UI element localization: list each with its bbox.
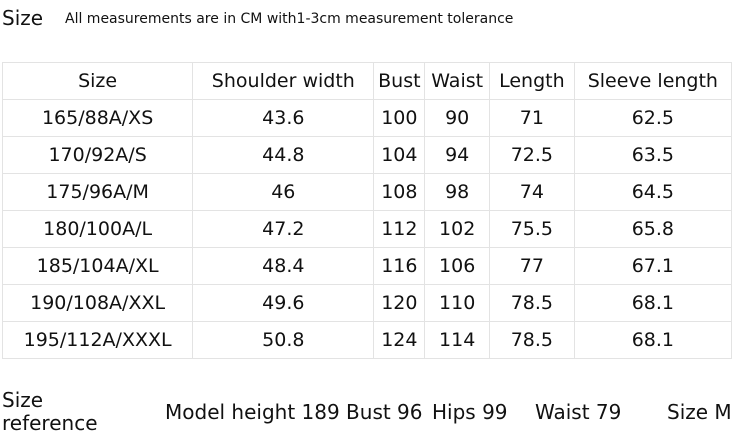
table-row: 190/108A/XXL 49.6 120 110 78.5 68.1 [1, 284, 732, 322]
note: All measurements are in CM with1-3cm mea… [65, 11, 514, 27]
cell: 100 [373, 99, 426, 137]
cell: 120 [373, 284, 426, 322]
cell: 74 [489, 173, 575, 211]
header-row: Size Shoulder width Bust Waist Length Sleeve … [1, 62, 732, 100]
title: Size [2, 6, 44, 30]
cell: 47.2 [192, 210, 375, 248]
cell: 68.1 [573, 284, 732, 322]
cell: 110 [424, 284, 491, 322]
cell: 64.5 [573, 173, 732, 211]
cell: 49.6 [192, 284, 375, 322]
cell: 165/88A/XS [1, 99, 194, 137]
column-header: Length [489, 62, 575, 100]
cell: 77 [489, 247, 575, 285]
cell: 108 [373, 173, 426, 211]
cell: 68.1 [573, 321, 732, 359]
cell: 94 [424, 136, 491, 174]
cell: 104 [373, 136, 426, 174]
column-header: Size [1, 62, 194, 100]
cell: 78.5 [489, 321, 575, 359]
cell: 98 [424, 173, 491, 211]
footer-item: Hips 99 [432, 400, 508, 424]
table-row: 170/92A/S 44.8 104 94 72.5 63.5 [1, 136, 732, 174]
cell: 72.5 [489, 136, 575, 174]
cell: 190/108A/XXL [1, 284, 194, 322]
footer-label: reference [2, 411, 98, 435]
cell: 90 [424, 99, 491, 137]
table-row: 165/88A/XS 43.6 100 90 71 62.5 [1, 99, 732, 137]
cell: 44.8 [192, 136, 375, 174]
cell: 75.5 [489, 210, 575, 248]
cell: 65.8 [573, 210, 732, 248]
cell: 175/96A/M [1, 173, 194, 211]
cell: 106 [424, 247, 491, 285]
cell: 102 [424, 210, 491, 248]
table-row: 195/112A/XXXL 50.8 124 114 78.5 68.1 [1, 321, 732, 359]
cell: 43.6 [192, 99, 375, 137]
cell: 46 [192, 173, 375, 211]
table-row: 175/96A/M 46 108 98 74 64.5 [1, 173, 732, 211]
table-row: 180/100A/L 47.2 112 102 75.5 65.8 [1, 210, 732, 248]
table-row: 185/104A/XL 48.4 116 106 77 67.1 [1, 247, 732, 285]
cell: 112 [373, 210, 426, 248]
cell: 78.5 [489, 284, 575, 322]
cell: 124 [373, 321, 426, 359]
cell: 170/92A/S [1, 136, 194, 174]
cell: 71 [489, 99, 575, 137]
column-header: Shoulder width [192, 62, 375, 100]
cell: 185/104A/XL [1, 247, 194, 285]
column-header: Waist [424, 62, 491, 100]
cell: 48.4 [192, 247, 375, 285]
footer-item: Model height 189 Bust 96 [165, 400, 423, 424]
column-header: Sleeve length [573, 62, 732, 100]
cell: 116 [373, 247, 426, 285]
cell: 50.8 [192, 321, 375, 359]
footer-label: Size [2, 388, 44, 412]
size-table: Size Shoulder width Bust Waist Length Sleeve … [1, 62, 732, 359]
cell: 62.5 [573, 99, 732, 137]
footer-item: Size M [667, 400, 732, 424]
column-header: Bust [373, 62, 426, 100]
cell: 195/112A/XXXL [1, 321, 194, 359]
cell: 63.5 [573, 136, 732, 174]
cell: 67.1 [573, 247, 732, 285]
footer-item: Waist 79 [535, 400, 622, 424]
cell: 114 [424, 321, 491, 359]
cell: 180/100A/L [1, 210, 194, 248]
